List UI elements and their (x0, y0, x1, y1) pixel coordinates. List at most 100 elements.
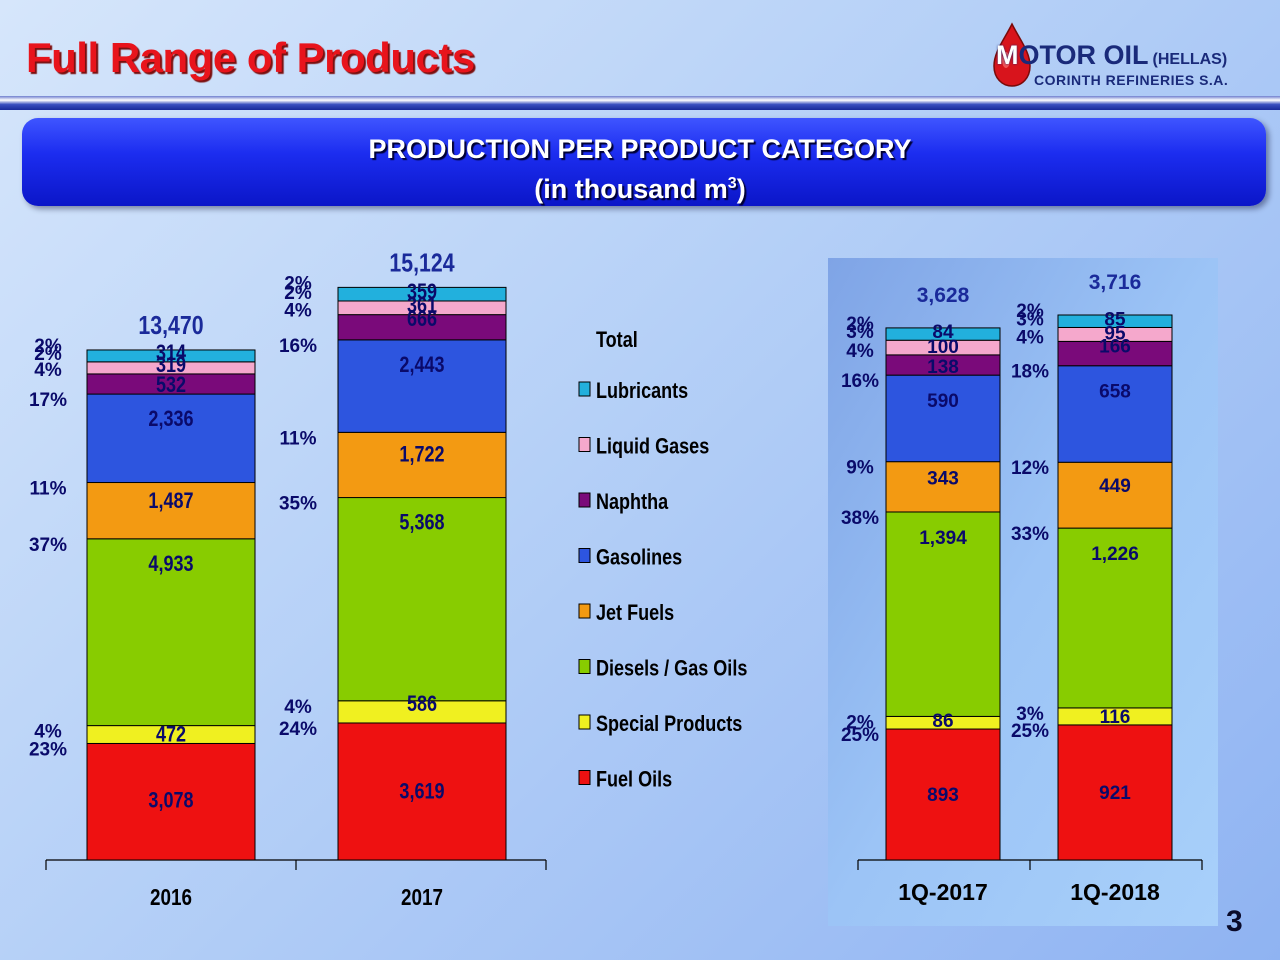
percent-label-diesels-gas-oils-1q-2018: 33% (1011, 524, 1049, 545)
percent-label-gasolines-1q-2017: 16% (841, 371, 879, 392)
percent-label-gasolines-1q-2018: 18% (1011, 362, 1049, 383)
legend-label-liquid-gases: Liquid Gases (596, 435, 709, 459)
percent-label-naphtha-1q-2017: 4% (846, 341, 874, 362)
percent-label-jet-fuels-1q-2017: 9% (846, 458, 874, 479)
total-label-1q-2017: 3,628 (917, 284, 970, 307)
chart-legend: Total Lubricants Liquid Gases Naphtha Gasoli… (578, 328, 747, 792)
legend-swatch-naphtha (578, 492, 591, 508)
bar-segment-fuel-oils-1q-2017 (885, 728, 1001, 861)
data-label-naphtha-1q-2017: 138 (927, 357, 959, 378)
banner-subtitle-sup: 3 (727, 175, 737, 192)
data-label-jet-fuels-2017: 1,722 (399, 443, 444, 467)
bar-segment-fuel-oils-2016 (86, 742, 256, 861)
logo-subline: CORINTH REFINERIES S.A. (1034, 72, 1229, 88)
percent-label-diesels-gas-oils-2016: 37% (29, 535, 67, 556)
legend-swatch-gasolines (578, 548, 591, 563)
total-label-2016: 13,470 (138, 311, 203, 341)
page-number: 3 (1226, 905, 1243, 938)
data-label-special-products-1q-2017: 86 (932, 711, 953, 732)
data-label-diesels-gas-oils-2016: 4,933 (148, 552, 193, 576)
data-label-fuel-oils-2016: 3,078 (148, 789, 193, 813)
percent-label-special-products-2017: 4% (284, 697, 312, 718)
legend-swatch-fuel-oils (578, 770, 591, 785)
legend-label-lubricants: Lubricants (596, 379, 688, 403)
data-label-fuel-oils-1q-2018: 921 (1099, 783, 1131, 804)
data-label-jet-fuels-1q-2018: 449 (1099, 476, 1131, 497)
percent-label-lubricants-1q-2018: 2% (1016, 301, 1044, 322)
percent-label-jet-fuels-2017: 11% (280, 428, 317, 449)
percent-label-special-products-2016: 4% (34, 722, 62, 743)
data-label-fuel-oils-1q-2017: 893 (927, 785, 959, 806)
logo-brand-initial: M (996, 40, 1019, 70)
data-label-naphtha-2016: 532 (156, 373, 186, 397)
annual-chart: 3,0784724,9331,4872,33653231931423%4%37%… (29, 248, 547, 910)
data-label-diesels-gas-oils-1q-2018: 1,226 (1091, 544, 1139, 565)
percent-label-lubricants-1q-2017: 2% (846, 314, 874, 335)
category-label-2017: 2017 (401, 885, 443, 910)
bar-segment-jet-fuels-1q-2017 (885, 461, 1001, 513)
percent-label-special-products-1q-2018: 3% (1016, 704, 1044, 725)
bar-segment-jet-fuels-2016 (86, 482, 256, 540)
percent-label-jet-fuels-2016: 11% (30, 479, 67, 500)
quarterly-chart: 893861,3943435901381008425%2%38%9%16%4%3… (841, 271, 1203, 905)
banner-subtitle-suffix: ) (736, 174, 746, 204)
percent-label-liquid-gases-2016: 2% (34, 344, 62, 365)
total-label-2017: 15,124 (389, 248, 455, 278)
percent-label-gasolines-2017: 16% (279, 336, 317, 357)
bar-segment-naphtha-2017 (337, 314, 507, 341)
percent-label-naphtha-2017: 4% (284, 301, 312, 322)
bar-segment-diesels-gas-oils-1q-2017 (885, 511, 1001, 717)
percent-label-liquid-gases-2017: 2% (284, 283, 312, 304)
logo-brand: MOTOR OIL (HELLAS) (996, 40, 1227, 71)
data-label-diesels-gas-oils-1q-2017: 1,394 (919, 528, 967, 549)
legend-label-naphtha: Naphtha (596, 490, 669, 514)
legend-title: Total (596, 328, 638, 352)
title-divider (0, 96, 1280, 110)
percent-label-diesels-gas-oils-2017: 35% (279, 494, 317, 515)
bar-segment-lubricants-1q-2017 (885, 327, 1001, 341)
legend-label-fuel-oils: Fuel Oils (596, 768, 672, 792)
percent-label-lubricants-2016: 2% (34, 336, 62, 357)
data-label-naphtha-2017: 666 (407, 307, 437, 331)
category-label-1q-2017: 1Q-2017 (898, 879, 988, 905)
percent-label-liquid-gases-1q-2018: 3% (1016, 309, 1044, 330)
percent-label-naphtha-1q-2018: 4% (1016, 327, 1044, 348)
data-label-diesels-gas-oils-2017: 5,368 (399, 511, 444, 535)
percent-label-fuel-oils-2017: 24% (279, 719, 317, 740)
data-label-gasolines-2017: 2,443 (399, 353, 444, 377)
percent-label-diesels-gas-oils-1q-2017: 38% (841, 508, 879, 529)
category-label-1q-2018: 1Q-2018 (1070, 879, 1160, 905)
bar-segment-fuel-oils-1q-2018 (1057, 724, 1173, 861)
banner-subtitle: (in thousand m3) (0, 174, 1280, 205)
bar-segment-gasolines-2016 (86, 393, 256, 484)
company-logo: MOTOR OIL (HELLAS) CORINTH REFINERIES S.A… (990, 20, 1260, 90)
bar-segment-jet-fuels-2017 (337, 431, 507, 499)
data-label-lubricants-1q-2017: 84 (932, 322, 954, 343)
data-label-gasolines-1q-2017: 590 (927, 391, 959, 412)
data-label-lubricants-2017: 359 (407, 280, 437, 304)
bar-segment-fuel-oils-2017 (337, 722, 507, 861)
data-label-gasolines-1q-2018: 658 (1099, 382, 1131, 403)
data-label-special-products-2017: 586 (407, 692, 437, 716)
total-label-1q-2018: 3,716 (1089, 271, 1142, 294)
bar-segment-gasolines-1q-2018 (1057, 365, 1173, 463)
data-label-lubricants-1q-2018: 85 (1104, 309, 1126, 330)
percent-label-lubricants-2017: 2% (284, 273, 312, 294)
banner-title: PRODUCTION PER PRODUCT CATEGORY (368, 134, 912, 164)
legend-swatch-jet-fuels (578, 603, 591, 619)
oil-drop-icon (993, 22, 1031, 87)
legend-label-special-products: Special Products (596, 712, 742, 736)
percent-label-fuel-oils-2016: 23% (29, 739, 67, 760)
chart-banner (22, 118, 1266, 206)
percent-label-special-products-1q-2017: 2% (846, 712, 874, 733)
bar-segment-lubricants-2017 (337, 286, 507, 302)
data-label-jet-fuels-1q-2017: 343 (927, 468, 959, 489)
bar-segment-diesels-gas-oils-2016 (86, 538, 256, 727)
legend-swatch-diesels-gas-oils (578, 659, 591, 674)
data-label-liquid-gases-2017: 361 (407, 294, 437, 318)
legend-label-diesels-gas-oils: Diesels / Gas Oils (596, 657, 747, 681)
bar-segment-diesels-gas-oils-1q-2018 (1057, 527, 1173, 709)
banner-subtitle-prefix: (in thousand m (534, 174, 728, 204)
legend-label-gasolines: Gasolines (596, 546, 682, 570)
